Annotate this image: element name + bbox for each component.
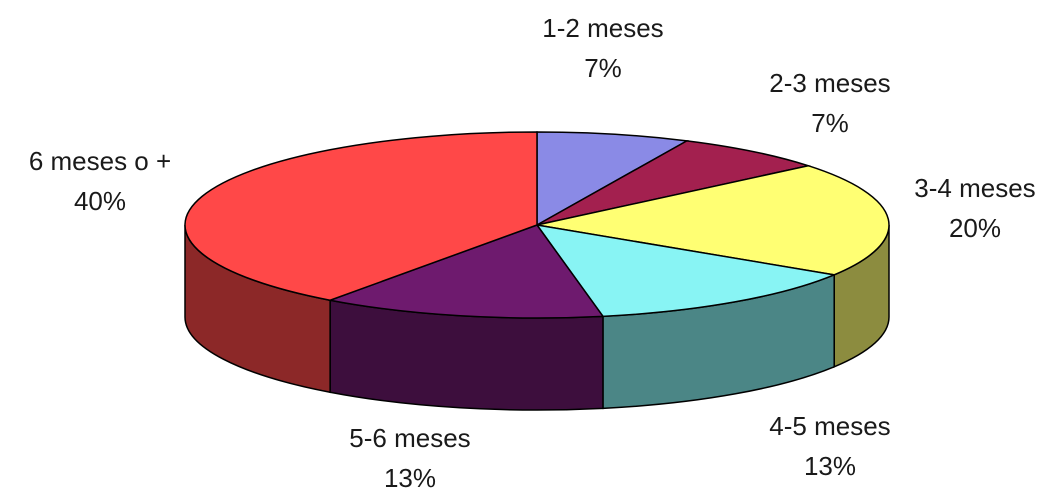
- slice-label: 5-6 meses: [349, 423, 470, 453]
- slice-value-label: 40%: [74, 186, 126, 216]
- slice-label: 3-4 meses: [914, 173, 1035, 203]
- slice: [536, 164, 890, 276]
- slice-value-label: 20%: [949, 213, 1001, 243]
- slice-label: 4-5 meses: [769, 411, 890, 441]
- slice-value-label: 7%: [811, 108, 849, 138]
- slice-label: 1-2 meses: [542, 13, 663, 43]
- slice: [327, 224, 605, 319]
- slice: [536, 140, 812, 226]
- slice: [184, 131, 538, 302]
- slice-label: 6 meses o +: [29, 146, 171, 176]
- slice: [536, 131, 690, 227]
- slice-label: 2-3 meses: [769, 68, 890, 98]
- slice-value-label: 7%: [584, 53, 622, 83]
- slice-value-label: 13%: [384, 463, 436, 493]
- slice: [535, 223, 837, 318]
- slice-value-label: 13%: [804, 451, 856, 481]
